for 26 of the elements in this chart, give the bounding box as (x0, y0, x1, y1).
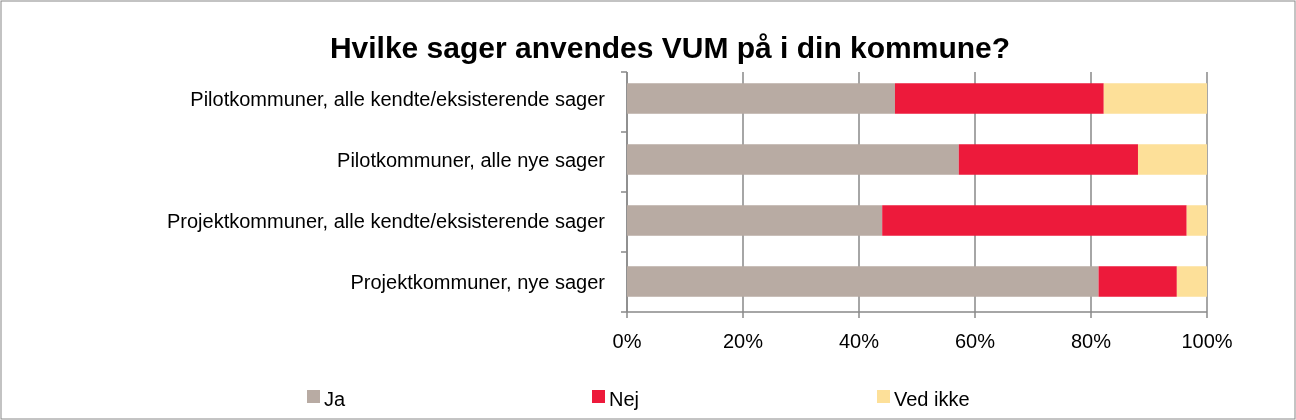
bar (1186, 205, 1207, 236)
bar (958, 144, 1138, 175)
bar (1176, 266, 1207, 297)
bar (1137, 144, 1207, 175)
chart-title: Hvilke sager anvendes VUM på i din kommune? (329, 31, 1011, 64)
x-tick-label: 20% (722, 330, 764, 352)
bar (627, 83, 895, 114)
y-tick-label: Projektkommuner, nye sager (350, 270, 606, 293)
x-tick-label: 0% (612, 330, 642, 352)
x-tick-label: 100% (1181, 330, 1233, 352)
bar (627, 144, 959, 175)
bar (1098, 266, 1177, 297)
bar (882, 205, 1187, 236)
bar (627, 205, 883, 236)
y-tick-label: Pilotkommuner, alle kendte/eksisterende sager (190, 87, 606, 110)
legend-label: Nej (609, 388, 640, 410)
x-tick-label: 80% (1070, 330, 1112, 352)
legend-label: Ved ikke (894, 388, 970, 410)
bar (894, 83, 1104, 114)
y-tick-label: Pilotkommuner, alle nye sager (337, 148, 606, 171)
y-tick-label: Projektkommuner, alle kendte/eksisterende sager (166, 209, 606, 232)
bar (627, 266, 1099, 297)
legend-label: Ja (324, 388, 346, 410)
x-tick-label: 40% (838, 330, 880, 352)
bar (1103, 83, 1207, 114)
x-tick-label: 60% (954, 330, 996, 352)
